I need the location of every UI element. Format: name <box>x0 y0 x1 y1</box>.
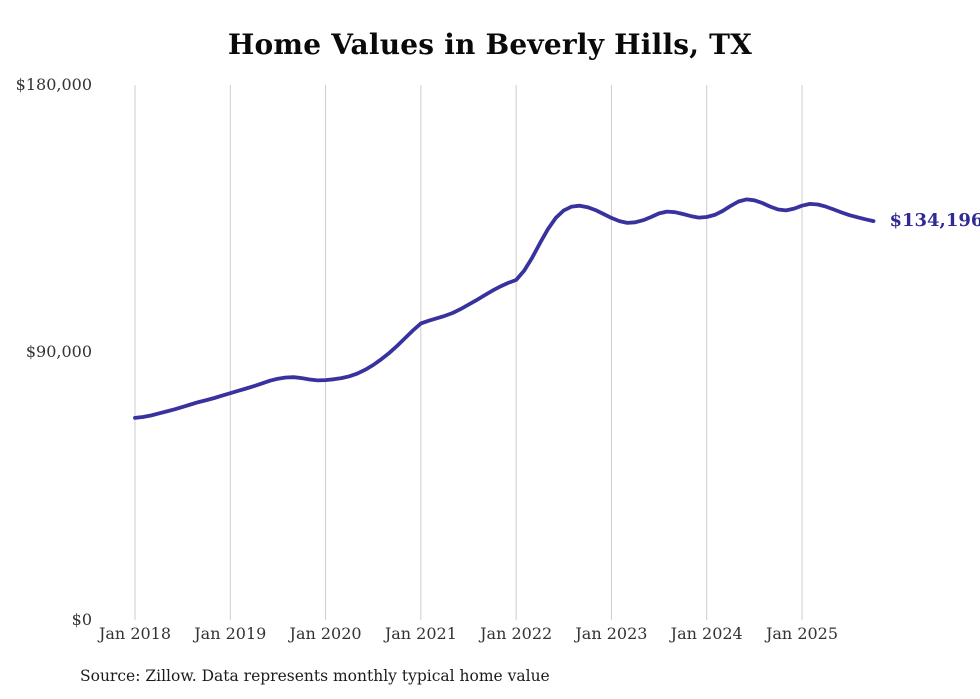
y-tick-label-0: $0 <box>71 610 92 629</box>
y-tick-label-90000: $90,000 <box>25 342 92 361</box>
x-tick-label: Jan 2018 <box>98 624 172 643</box>
end-value-label: $134,196 <box>889 210 980 232</box>
x-tick-label: Jan 2019 <box>194 624 267 643</box>
chart-title: Home Values in Beverly Hills, TX <box>227 28 753 61</box>
x-tick-label: Jan 2022 <box>480 624 553 643</box>
source-note: Source: Zillow. Data represents monthly … <box>80 667 550 685</box>
x-tick-label: Jan 2024 <box>670 624 743 643</box>
x-tick-label: Jan 2023 <box>575 624 648 643</box>
gridlines <box>134 85 803 620</box>
y-tick-label-180000: $180,000 <box>15 75 92 94</box>
home-value-line <box>133 197 876 420</box>
x-tick-label: Jan 2025 <box>765 624 839 643</box>
x-tick-label: Jan 2020 <box>289 624 362 643</box>
x-tick-label: Jan 2021 <box>384 624 457 643</box>
